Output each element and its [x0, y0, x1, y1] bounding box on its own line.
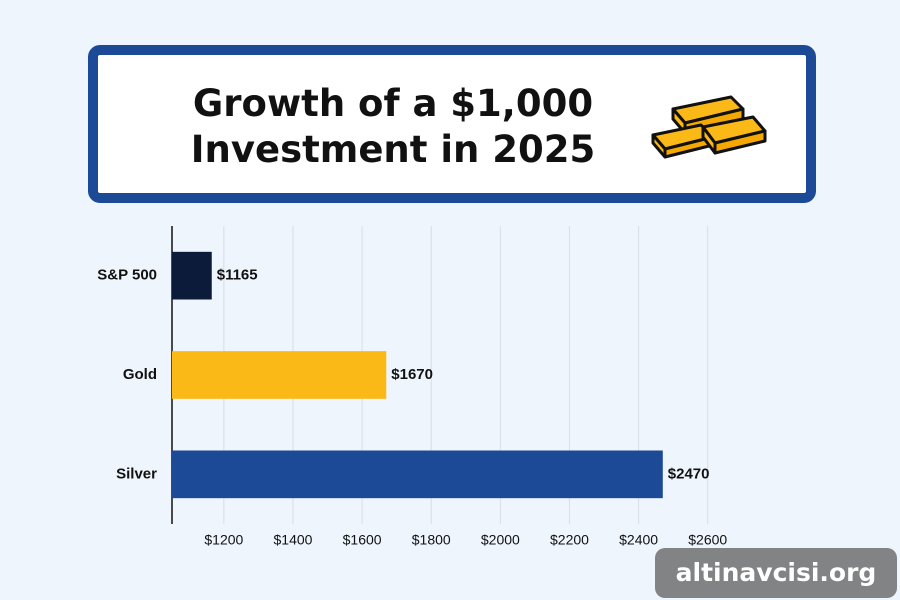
x-tick-label: $1200: [204, 532, 243, 548]
x-tick-label: $2400: [619, 532, 658, 548]
y-tick-label: Gold: [123, 366, 157, 383]
y-tick-label: Silver: [116, 465, 157, 482]
x-tick-label: $2600: [688, 532, 727, 548]
watermark: altinavcisi.org: [655, 548, 897, 598]
x-tick-label: $2200: [550, 532, 589, 548]
bar: [172, 251, 212, 300]
value-label: $1670: [391, 366, 433, 383]
bar: [172, 351, 387, 399]
value-label: $2470: [668, 465, 710, 482]
value-label: $1165: [217, 267, 258, 284]
gold-bars-icon: [651, 95, 767, 159]
x-tick-label: $1400: [274, 532, 313, 548]
x-tick-label: $1600: [343, 532, 382, 548]
x-tick-label: $1800: [412, 532, 451, 548]
x-tick-label: $2000: [481, 532, 520, 548]
y-tick-label: S&P 500: [97, 267, 157, 284]
chart-title: Growth of a $1,000 Investment in 2025: [190, 82, 596, 171]
bar: [172, 450, 663, 499]
title-box: Growth of a $1,000 Investment in 2025: [88, 45, 816, 203]
